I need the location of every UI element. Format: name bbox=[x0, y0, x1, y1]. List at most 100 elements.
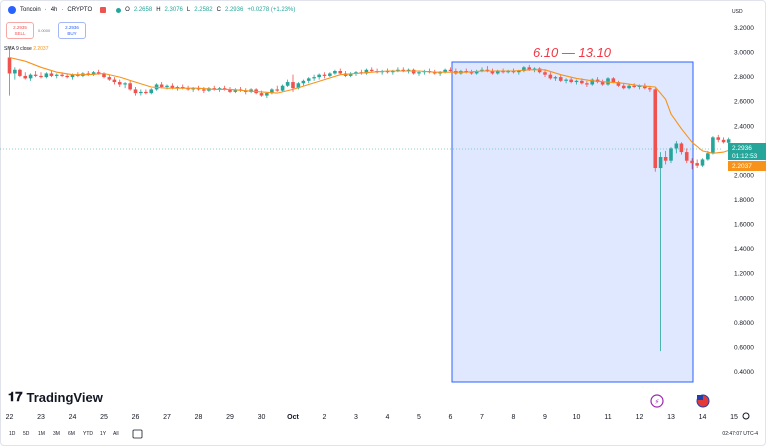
candle-body bbox=[296, 83, 301, 89]
calendar-icon[interactable] bbox=[132, 429, 143, 439]
x-tick-label: 5 bbox=[417, 414, 421, 421]
candle-body bbox=[60, 74, 64, 76]
interval-label[interactable]: 4h bbox=[50, 7, 58, 13]
symbol-name[interactable]: Toncoin bbox=[20, 7, 41, 13]
x-tick-label: 30 bbox=[258, 414, 266, 421]
candle-body bbox=[432, 72, 437, 74]
candle-body bbox=[537, 68, 542, 73]
candle-body bbox=[39, 75, 43, 78]
candle-body bbox=[180, 86, 185, 89]
candle-body bbox=[532, 68, 537, 70]
sell-button[interactable]: 2.2935 SELL bbox=[6, 22, 34, 39]
tradingview-mark-icon: 𝟏𝟕 bbox=[8, 389, 23, 404]
timeframe-3m[interactable]: 3M bbox=[53, 431, 60, 437]
x-tick-label: 10 bbox=[573, 414, 581, 421]
x-tick-label: 7 bbox=[480, 414, 484, 421]
currency-label[interactable]: USD bbox=[732, 9, 743, 15]
candle-body bbox=[637, 85, 642, 87]
candle-body bbox=[443, 69, 447, 73]
open-label: O bbox=[125, 7, 130, 13]
candle-body bbox=[585, 83, 589, 85]
y-tick-label: 2.0000 bbox=[734, 172, 754, 179]
settings-icon[interactable] bbox=[742, 412, 750, 420]
candle-body bbox=[391, 71, 395, 73]
timeframe-all[interactable]: All bbox=[113, 431, 119, 437]
candle-body bbox=[338, 71, 343, 74]
candle-body bbox=[322, 74, 327, 76]
candle-body bbox=[364, 69, 369, 74]
y-tick-label: 2.8000 bbox=[734, 74, 754, 81]
y-tick-label: 1.0000 bbox=[734, 295, 754, 302]
candle-body bbox=[86, 73, 91, 75]
candle-body bbox=[149, 89, 154, 94]
candle-body bbox=[506, 71, 510, 73]
candle-body bbox=[511, 71, 516, 73]
candle-body bbox=[543, 72, 547, 75]
high-label: H bbox=[156, 7, 161, 13]
candle-body bbox=[117, 82, 122, 85]
candle-body bbox=[44, 73, 49, 78]
candle-body bbox=[606, 78, 610, 85]
timeframe-5d[interactable]: 5D bbox=[23, 431, 30, 437]
candle-body bbox=[621, 85, 626, 89]
candle-body bbox=[139, 91, 143, 94]
candle-body bbox=[102, 73, 106, 78]
toncoin-logo-icon bbox=[8, 6, 16, 14]
x-tick-label: 12 bbox=[636, 414, 644, 421]
sma-legend-label: SMA 9 close bbox=[4, 46, 32, 52]
candle-body bbox=[328, 73, 332, 76]
candle-body bbox=[217, 88, 222, 90]
bottom-toolbar: 1D 5D 1M 3M 6M YTD 1Y All 02:47:07 UTC-4 bbox=[0, 428, 766, 442]
candle-body bbox=[501, 71, 505, 73]
candle-body bbox=[65, 75, 69, 78]
candle-body bbox=[474, 71, 479, 74]
candle-body bbox=[401, 69, 406, 71]
y-tick-label: 1.6000 bbox=[734, 222, 754, 229]
candle-body bbox=[480, 69, 484, 71]
lightning-icon[interactable] bbox=[650, 394, 664, 408]
candle-body bbox=[411, 69, 416, 74]
x-tick-label: Oct bbox=[287, 414, 299, 421]
timeframe-1d[interactable]: 1D bbox=[9, 431, 16, 437]
candle-body bbox=[333, 71, 337, 74]
candle-body bbox=[517, 71, 521, 73]
buy-button[interactable]: 2.2936 BUY bbox=[58, 22, 86, 39]
tradingview-logo[interactable]: 𝟏𝟕 TradingView bbox=[8, 389, 103, 405]
candle-body bbox=[711, 137, 715, 154]
highlight-range-box bbox=[451, 61, 694, 383]
sma-legend[interactable]: SMA 9 close 2.2037 bbox=[4, 46, 48, 52]
candle-body bbox=[133, 89, 138, 94]
candle-body bbox=[70, 74, 75, 78]
candle-body bbox=[438, 72, 442, 74]
timeframe-1y[interactable]: 1Y bbox=[100, 431, 107, 437]
candle-body bbox=[54, 74, 59, 76]
candle-body bbox=[406, 69, 411, 71]
candle-body bbox=[49, 73, 54, 76]
low-label: L bbox=[186, 7, 191, 13]
timeframe-1m[interactable]: 1M bbox=[38, 431, 45, 437]
high-value: 2.3076 bbox=[164, 7, 183, 13]
range-annotation: 6.10 — 13.10 bbox=[533, 45, 612, 60]
clock-timezone[interactable]: 02:47:07 UTC-4 bbox=[722, 431, 758, 437]
timeframe-ytd[interactable]: YTD bbox=[83, 431, 93, 437]
price-tag-value: 2.2936 bbox=[732, 145, 752, 152]
y-tick-label: 2.6000 bbox=[734, 99, 754, 106]
candle-body bbox=[522, 67, 526, 71]
candle-body bbox=[485, 69, 490, 71]
price-tag bbox=[728, 143, 766, 160]
candle-body bbox=[495, 71, 500, 74]
candle-body bbox=[663, 157, 668, 161]
candle-body bbox=[196, 88, 201, 90]
x-tick-label: 28 bbox=[195, 414, 203, 421]
candle-body bbox=[312, 77, 316, 79]
candle-body bbox=[233, 89, 238, 92]
y-tick-label: 2.4000 bbox=[734, 123, 754, 130]
candle-body bbox=[13, 69, 17, 74]
candle-body bbox=[23, 75, 28, 79]
timeframe-6m[interactable]: 6M bbox=[68, 431, 75, 437]
candle-body bbox=[553, 77, 558, 79]
change-value: +0.0278 (+1.23%) bbox=[247, 7, 296, 13]
candle-body bbox=[369, 69, 374, 71]
